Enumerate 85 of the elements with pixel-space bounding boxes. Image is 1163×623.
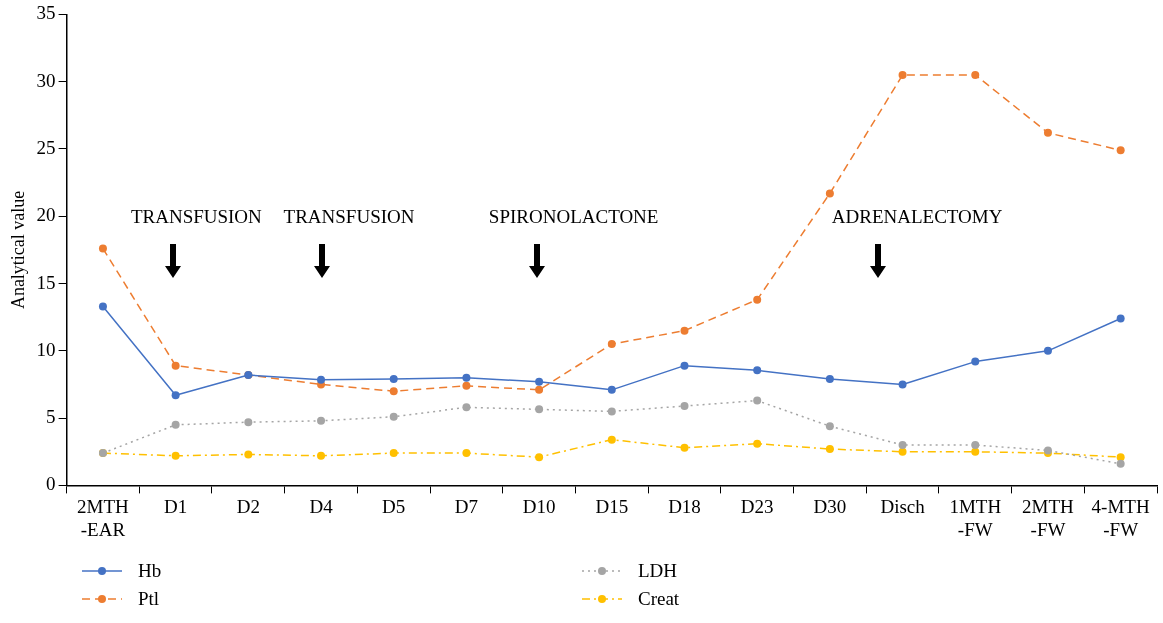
point [317,451,326,460]
point [753,396,762,405]
point [389,387,398,396]
point [244,450,253,459]
y-axis-title: Analytical value [7,190,28,310]
legend-label: Ptl [138,588,160,610]
annotation: ADRENALECTOMY [831,206,1003,228]
point [971,70,980,79]
y-tick-label: 10 [36,338,56,360]
y-tick-label: 15 [36,271,56,293]
point [1116,146,1125,155]
x-tick-label: 4-MTH -FW [1091,495,1150,540]
x-tick-label: D10 [522,495,556,517]
y-tick-label: 35 [36,2,56,24]
y-tick-label: 20 [36,204,56,226]
point [898,447,907,456]
x-tick-label: D1 [164,495,188,517]
point [535,405,544,414]
point [971,357,980,366]
y-tick-label: 5 [46,406,56,428]
point [171,361,180,370]
point [825,422,834,431]
x-tick-label: D15 [595,495,629,517]
y-tick-label: 30 [36,69,56,91]
legend-label: Hb [138,560,162,582]
y-tick-label: 0 [46,473,56,495]
annotation: TRANSFUSION [130,206,263,228]
point [171,420,180,429]
point [462,403,471,412]
point [389,375,398,384]
point [753,439,762,448]
point [607,407,616,416]
point [898,70,907,79]
point [1043,128,1052,137]
point [680,402,689,410]
annotation: SPIRONOLACTONE [488,206,659,228]
point [317,416,326,425]
point [971,447,980,456]
legend-label: LDH [638,560,678,582]
point [1116,459,1125,468]
point [825,189,834,198]
point [462,381,471,390]
point [971,441,980,450]
point [825,375,834,384]
point [680,361,689,370]
x-tick-label: D2 [236,495,260,517]
point [389,412,398,421]
point [898,380,907,389]
x-tick-label: 2MTH -EAR [77,495,130,540]
y-tick-label: 25 [36,136,56,158]
point [317,375,326,384]
point [1116,453,1125,462]
x-tick-label: 2MTH -FW [1022,495,1075,540]
point [171,391,180,400]
point [535,385,544,394]
point [825,445,834,454]
point [1043,346,1052,355]
point [680,326,689,335]
point [535,453,544,462]
x-tick-label: D7 [454,495,479,517]
point [535,377,544,386]
point [680,443,689,452]
point [171,451,180,460]
annotation: TRANSFUSION [283,206,415,228]
point [607,340,616,349]
point [389,449,398,458]
point [898,441,907,450]
point [98,244,107,253]
point [753,366,762,375]
point [753,295,762,304]
point [462,373,471,382]
point [607,385,616,394]
point [98,302,107,311]
x-tick-label: D30 [813,495,847,517]
x-tick-label: D5 [382,495,406,517]
x-tick-label: D23 [740,495,774,517]
point [1116,314,1125,323]
x-tick-label: D4 [309,495,334,517]
point [244,418,253,427]
x-tick-label: Disch [880,495,926,517]
x-tick-label: D18 [668,495,701,517]
legend-label: Creat [638,588,680,610]
point [462,449,471,458]
point [607,435,616,444]
x-tick-label: 1MTH -FW [949,495,1002,540]
